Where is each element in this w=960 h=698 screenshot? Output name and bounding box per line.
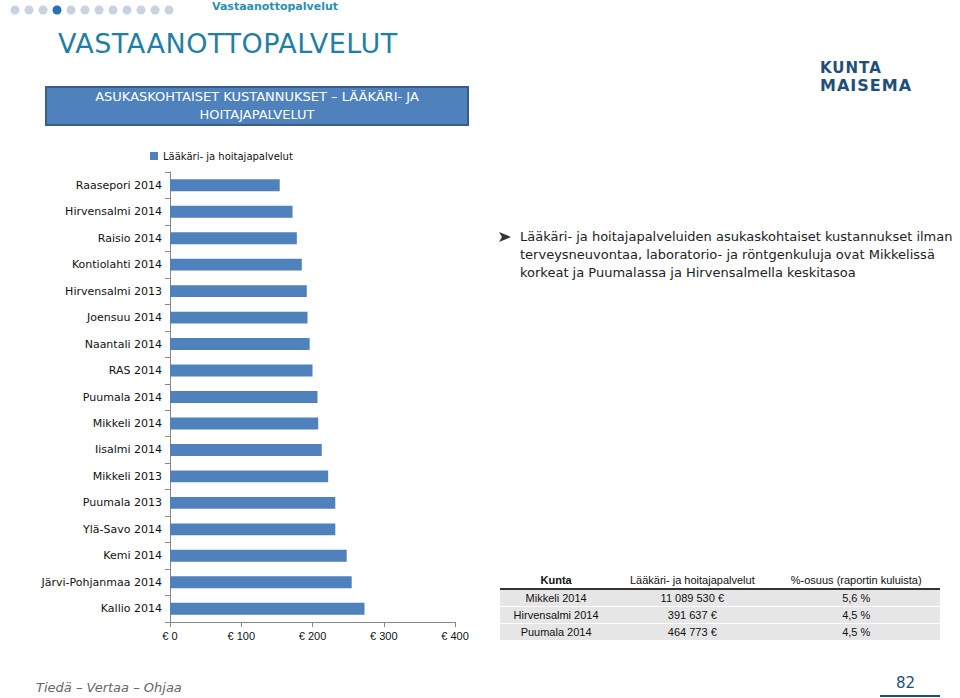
svg-text:Raasepori 2014: Raasepori 2014 [76, 179, 162, 192]
html-text:Lääkäri- ja hoitajapalveluiden: Lääkäri- ja hoitajapalveluiden asukaskoh… [520, 229, 953, 280]
html-text:4,5 %: 4,5 % [842, 626, 871, 638]
html-text:VASTAANOTTOPALVELUT: VASTAANOTTOPALVELUT [58, 28, 398, 59]
svg-text:€ 200: € 200 [299, 630, 327, 642]
html-text:MAISEMA: MAISEMA [820, 76, 912, 95]
svg-text:Puumala 2014: Puumala 2014 [83, 391, 162, 404]
svg-text:Joensuu 2014: Joensuu 2014 [86, 311, 162, 324]
html-text:Lääkäri- ja hoitajapalvelut: Lääkäri- ja hoitajapalvelut [629, 574, 755, 586]
svg-text:€ 100: € 100 [227, 630, 255, 642]
svg-text:Hirvensalmi 2013: Hirvensalmi 2013 [65, 285, 162, 298]
svg-text:Järvi-Pohjanmaa 2014: Järvi-Pohjanmaa 2014 [41, 576, 162, 589]
svg-text:€ 0: € 0 [162, 630, 177, 642]
html-text:ASUKASKOHTAISET KUSTANNUKSET –: ASUKASKOHTAISET KUSTANNUKSET – LÄÄKÄRI- … [95, 89, 419, 122]
html-text:Hirvensalmi 2014: Hirvensalmi 2014 [513, 609, 599, 621]
svg-text:Naantali 2014: Naantali 2014 [85, 338, 162, 351]
svg-text:Ylä-Savo 2014: Ylä-Savo 2014 [82, 523, 162, 536]
svg-text:€ 300: € 300 [370, 630, 398, 642]
svg-text:RAS 2014: RAS 2014 [109, 364, 162, 377]
html-text:464 773 €: 464 773 € [667, 626, 717, 638]
html-text:391 637 €: 391 637 € [667, 609, 717, 621]
svg-text:Lääkäri- ja hoitajapalvelut: Lääkäri- ja hoitajapalvelut [163, 151, 293, 162]
html-text:5,6 %: 5,6 % [842, 592, 871, 604]
html-text:Mikkeli 2014: Mikkeli 2014 [525, 592, 587, 604]
html-text:KUNTA: KUNTA [820, 59, 882, 77]
html-text:82: 82 [896, 674, 916, 692]
svg-text:Kontiolahti 2014: Kontiolahti 2014 [72, 258, 162, 271]
html-text:4,5 %: 4,5 % [842, 609, 871, 621]
svg-text:Hirvensalmi 2014: Hirvensalmi 2014 [65, 205, 162, 218]
html-text:Vastaanottopalvelut: Vastaanottopalvelut [212, 0, 338, 13]
html-text:11 089 530 €: 11 089 530 € [660, 592, 724, 604]
svg-text:€ 400: € 400 [441, 630, 469, 642]
svg-text:Mikkeli 2013: Mikkeli 2013 [93, 470, 162, 483]
html-text:%-osuus (raportin kuluista): %-osuus (raportin kuluista) [790, 574, 922, 586]
svg-text:Kallio 2014: Kallio 2014 [101, 602, 162, 615]
html-text:Tiedä – Vertaa – Ohjaa: Tiedä – Vertaa – Ohjaa [36, 680, 182, 695]
html-text:Puumala 2014: Puumala 2014 [520, 626, 592, 638]
html-text:Kunta: Kunta [540, 574, 572, 586]
svg-text:Kemi 2014: Kemi 2014 [103, 549, 162, 562]
svg-text:Mikkeli 2014: Mikkeli 2014 [93, 417, 162, 430]
svg-text:Puumala 2013: Puumala 2013 [83, 496, 162, 509]
svg-text:Raisio 2014: Raisio 2014 [98, 232, 162, 245]
svg-text:Iisalmi 2014: Iisalmi 2014 [95, 443, 162, 456]
